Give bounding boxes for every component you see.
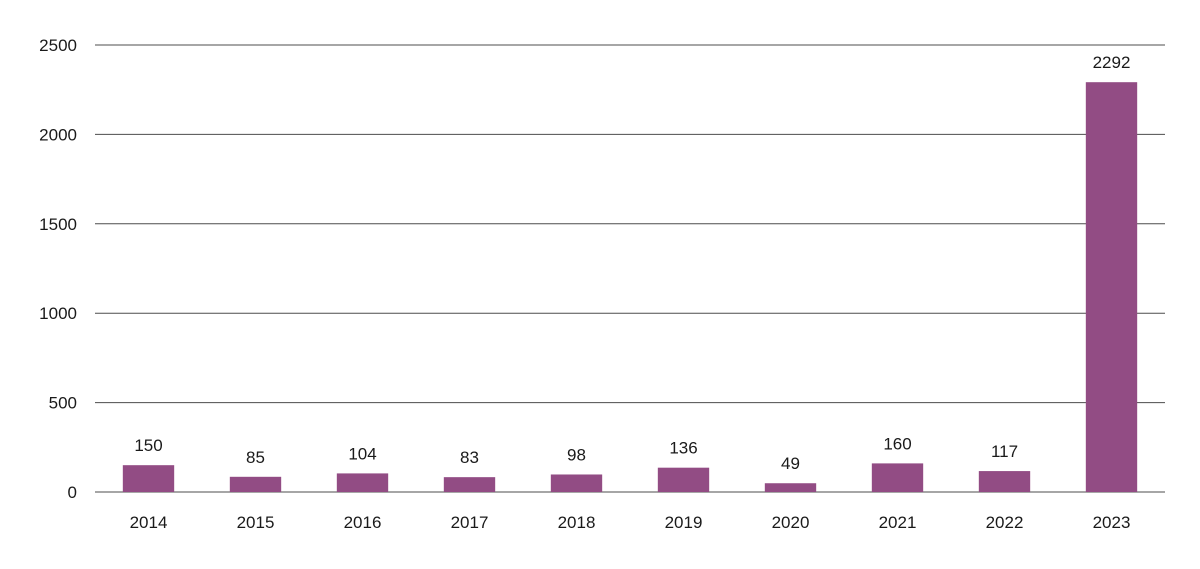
- bar-2023: [1085, 82, 1138, 492]
- data-label-2021: 160: [883, 434, 911, 453]
- data-label-2017: 83: [460, 448, 479, 467]
- x-tick-label-2019: 2019: [665, 513, 703, 532]
- y-tick-label: 500: [49, 394, 77, 413]
- data-label-2019: 136: [669, 439, 697, 458]
- y-tick-label: 1500: [39, 215, 77, 234]
- data-labels: 150 85 104 83 98 136 49 160 117 2292: [134, 53, 1130, 473]
- data-label-2023: 2292: [1093, 53, 1131, 72]
- x-tick-label-2016: 2016: [344, 513, 382, 532]
- data-label-2018: 98: [567, 445, 586, 464]
- bar-2020: [764, 483, 817, 492]
- data-label-2015: 85: [246, 448, 265, 467]
- x-tick-label-2015: 2015: [237, 513, 275, 532]
- bar-2015: [229, 476, 282, 492]
- x-tick-label-2018: 2018: [558, 513, 596, 532]
- bar-2017: [443, 477, 496, 492]
- data-label-2020: 49: [781, 454, 800, 473]
- grid-lines: [95, 44, 1165, 493]
- data-label-2022: 117: [991, 442, 1018, 461]
- x-tick-label-2023: 2023: [1093, 513, 1131, 532]
- x-tick-label-2022: 2022: [986, 513, 1024, 532]
- bars: [122, 82, 1138, 492]
- bar-2021: [871, 463, 924, 492]
- y-tick-label: 0: [68, 483, 77, 502]
- y-tick-label: 2500: [39, 36, 77, 55]
- y-tick-label: 2000: [39, 125, 77, 144]
- data-label-2014: 150: [134, 436, 162, 455]
- y-tick-label: 1000: [39, 304, 77, 323]
- data-label-2016: 104: [348, 444, 376, 463]
- bar-2019: [657, 467, 710, 492]
- bar-2016: [336, 473, 389, 492]
- x-axis: 2014 2015 2016 2017 2018 2019 2020 2021 2022 2023: [130, 513, 1131, 532]
- x-tick-label-2021: 2021: [879, 513, 917, 532]
- x-tick-label-2017: 2017: [451, 513, 489, 532]
- bar-2022: [978, 471, 1031, 492]
- bar-2014: [122, 465, 175, 492]
- y-axis: 0 500 1000 1500 2000 2500: [39, 36, 77, 502]
- x-tick-label-2014: 2014: [130, 513, 168, 532]
- bar-2018: [550, 474, 603, 492]
- x-tick-label-2020: 2020: [772, 513, 810, 532]
